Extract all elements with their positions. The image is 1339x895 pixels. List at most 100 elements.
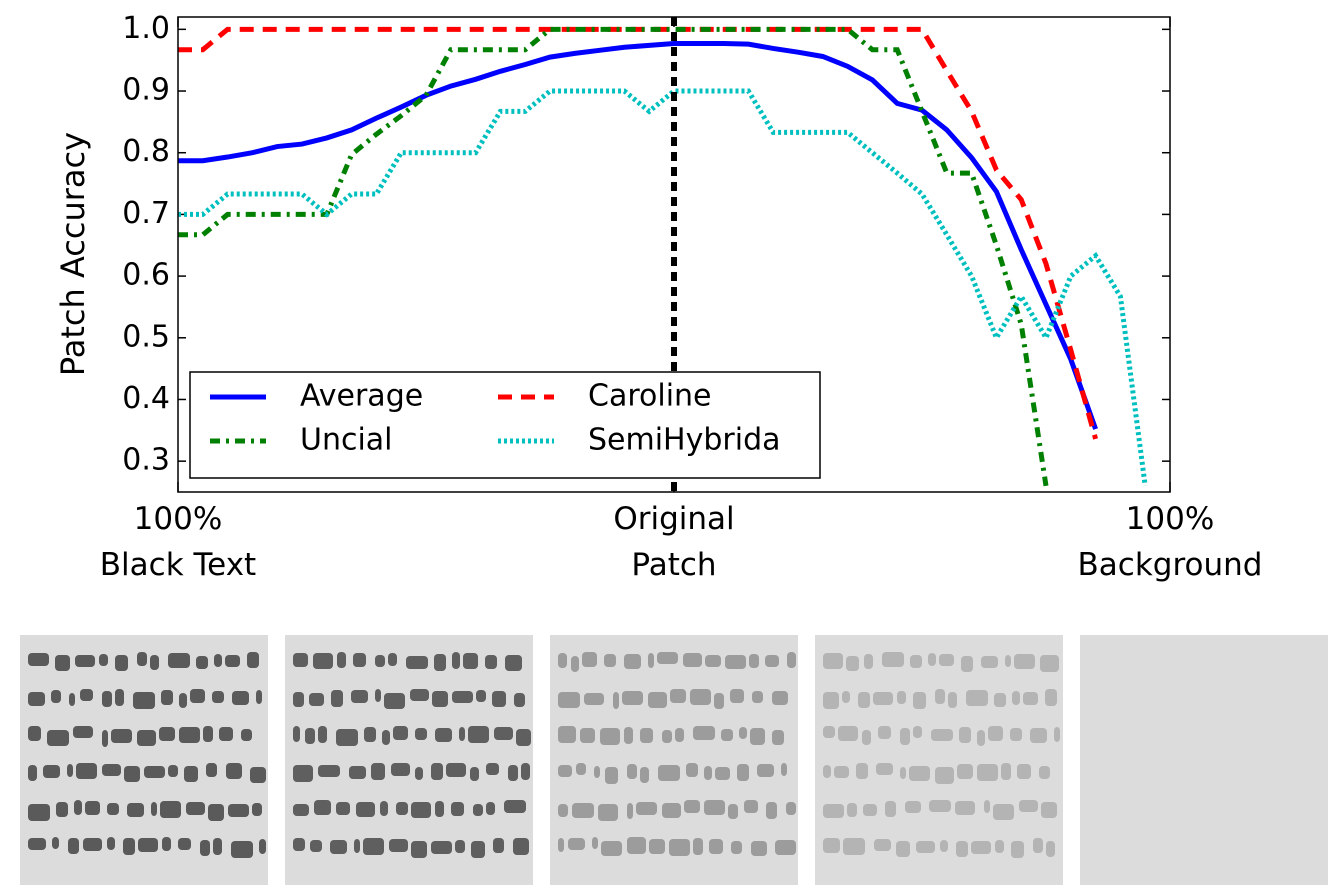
ink-stroke bbox=[107, 837, 115, 850]
ink-stroke bbox=[293, 804, 309, 816]
plot-lines bbox=[178, 26, 1148, 487]
ink-stroke bbox=[127, 803, 144, 817]
ink-stroke bbox=[1017, 764, 1031, 779]
ink-stroke bbox=[123, 838, 135, 855]
ink-stroke bbox=[873, 692, 893, 705]
series-line bbox=[178, 26, 1099, 440]
ink-stroke bbox=[102, 730, 108, 747]
ink-stroke bbox=[605, 767, 618, 784]
y-tick-label: 0.7 bbox=[122, 196, 170, 231]
ink-stroke bbox=[1011, 841, 1024, 858]
ink-stroke bbox=[446, 763, 466, 777]
ink-stroke bbox=[823, 838, 840, 853]
ink-stroke bbox=[431, 763, 443, 780]
ink-stroke bbox=[380, 801, 388, 816]
ink-stroke bbox=[196, 656, 208, 669]
ink-stroke bbox=[772, 730, 784, 745]
ink-stroke bbox=[670, 689, 686, 703]
ink-stroke bbox=[1010, 728, 1022, 741]
ink-stroke bbox=[931, 729, 953, 741]
ink-stroke bbox=[876, 763, 893, 775]
ink-stroke bbox=[492, 691, 506, 707]
ink-stroke bbox=[582, 652, 597, 667]
ink-stroke bbox=[1039, 766, 1050, 779]
ink-stroke bbox=[382, 730, 390, 745]
ink-stroke bbox=[558, 804, 568, 817]
ink-stroke bbox=[874, 839, 891, 851]
legend-label: Caroline bbox=[588, 379, 712, 414]
ink-stroke bbox=[393, 726, 408, 740]
ink-stroke bbox=[168, 653, 190, 668]
plot-frame bbox=[177, 16, 1171, 493]
patch-image bbox=[285, 635, 533, 885]
patch-background bbox=[815, 635, 1063, 885]
y-axis-label: Patch Accuracy bbox=[54, 132, 92, 376]
y-tick-label: 0.6 bbox=[122, 258, 170, 293]
ink-stroke bbox=[739, 727, 747, 739]
ink-stroke bbox=[455, 840, 465, 853]
ink-stroke bbox=[69, 693, 75, 706]
ink-stroke bbox=[648, 692, 667, 708]
ink-stroke bbox=[787, 652, 796, 668]
ink-stroke bbox=[658, 765, 680, 781]
ink-stroke bbox=[415, 767, 423, 780]
ink-stroke bbox=[214, 654, 222, 667]
ink-stroke bbox=[179, 727, 200, 743]
ink-stroke bbox=[356, 802, 375, 817]
ink-stroke bbox=[415, 728, 427, 740]
ink-stroke bbox=[657, 652, 678, 664]
ink-stroke bbox=[435, 728, 452, 742]
ink-stroke bbox=[786, 802, 796, 815]
ink-stroke bbox=[956, 841, 968, 857]
ink-stroke bbox=[558, 692, 580, 708]
series-line bbox=[178, 88, 1148, 487]
ink-stroke bbox=[102, 691, 112, 707]
ink-stroke bbox=[28, 692, 45, 706]
ink-stroke bbox=[935, 689, 945, 704]
ink-stroke bbox=[452, 652, 460, 669]
ink-stroke bbox=[363, 838, 384, 855]
ink-stroke bbox=[51, 690, 61, 703]
ink-stroke bbox=[241, 729, 252, 741]
y-tick-label: 0.8 bbox=[122, 134, 170, 169]
ink-stroke bbox=[178, 838, 191, 850]
ink-stroke bbox=[225, 655, 240, 667]
ink-stroke bbox=[613, 692, 619, 709]
ink-stroke bbox=[847, 803, 857, 817]
ink-stroke bbox=[948, 692, 957, 708]
ink-stroke bbox=[435, 801, 444, 817]
ink-stroke bbox=[957, 764, 973, 779]
ink-stroke bbox=[885, 801, 896, 817]
ink-stroke bbox=[115, 655, 128, 671]
ink-stroke bbox=[471, 841, 485, 858]
ink-stroke bbox=[256, 690, 262, 704]
ink-stroke bbox=[468, 726, 489, 743]
ink-stroke bbox=[102, 764, 121, 776]
y-tick-label: 0.5 bbox=[122, 319, 170, 354]
ink-stroke bbox=[690, 689, 711, 705]
ink-stroke bbox=[226, 763, 242, 779]
ink-stroke bbox=[913, 726, 922, 738]
ink-stroke bbox=[28, 804, 50, 821]
ink-stroke bbox=[905, 801, 921, 813]
ink-stroke bbox=[752, 691, 763, 703]
ink-stroke bbox=[896, 841, 910, 857]
ink-stroke bbox=[28, 838, 46, 850]
ink-stroke bbox=[823, 804, 844, 818]
patch-image bbox=[1080, 635, 1328, 885]
ink-stroke bbox=[208, 804, 224, 821]
ink-stroke bbox=[411, 802, 431, 818]
ink-stroke bbox=[76, 763, 97, 779]
ink-stroke bbox=[558, 726, 576, 743]
ink-stroke bbox=[85, 801, 100, 815]
ink-stroke bbox=[576, 763, 586, 775]
ink-stroke bbox=[1040, 655, 1059, 672]
ink-stroke bbox=[704, 800, 725, 815]
ink-stroke bbox=[494, 727, 513, 740]
ink-stroke bbox=[640, 767, 649, 783]
ink-stroke bbox=[293, 765, 313, 782]
ink-stroke bbox=[371, 763, 385, 780]
ink-stroke bbox=[584, 693, 604, 705]
